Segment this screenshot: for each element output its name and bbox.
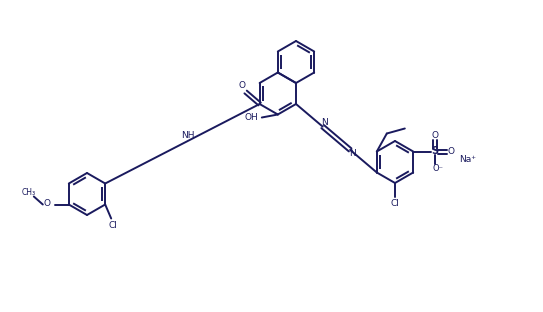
Text: CH₃: CH₃ [22, 188, 36, 197]
Text: O: O [238, 80, 245, 90]
Text: O: O [447, 147, 454, 156]
Text: Na⁺: Na⁺ [459, 155, 476, 164]
Text: O: O [43, 199, 50, 208]
Text: N: N [321, 118, 328, 127]
Text: O: O [432, 131, 439, 140]
Text: Cl: Cl [109, 221, 118, 230]
Text: O⁻: O⁻ [433, 164, 444, 173]
Text: OH: OH [245, 113, 258, 122]
Text: Cl: Cl [390, 199, 400, 208]
Text: NH: NH [181, 131, 194, 140]
Text: S: S [432, 147, 439, 157]
Text: N: N [349, 149, 356, 158]
